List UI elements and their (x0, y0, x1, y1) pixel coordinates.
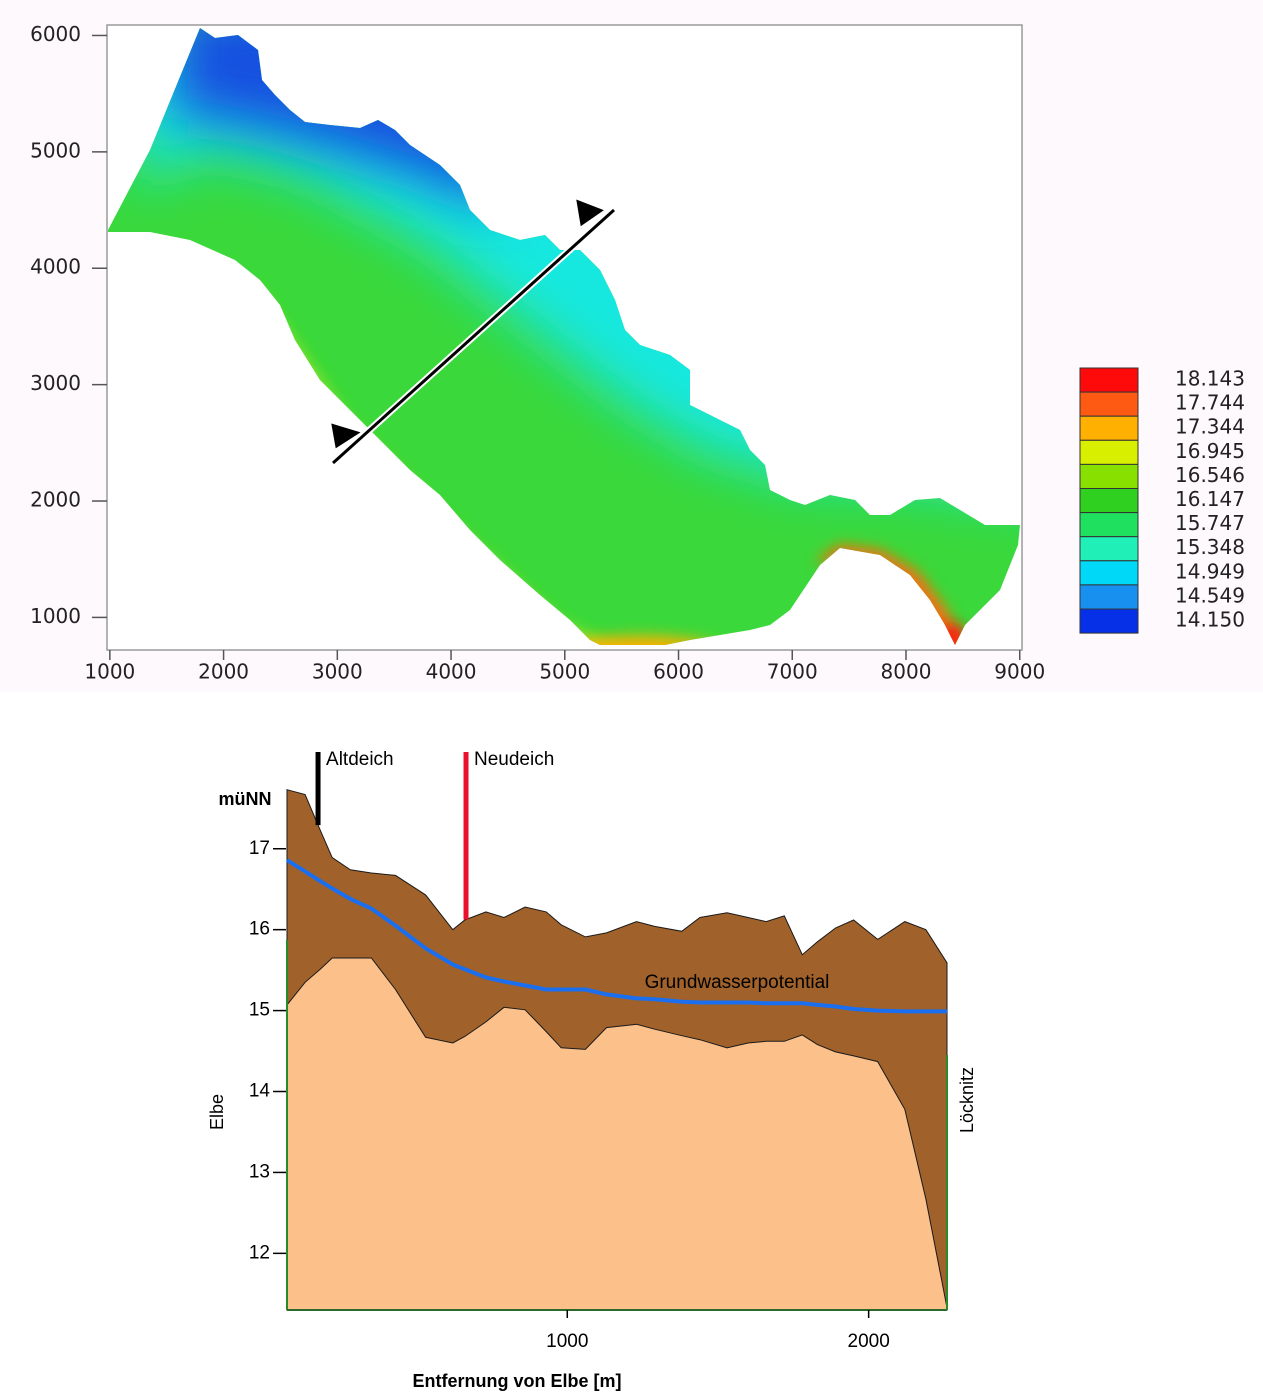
section-chart: müNN Entfernung von Elbe [m] Elbe Löckni… (207, 749, 977, 1391)
x-tick-label: 6000 (653, 660, 704, 684)
y-tick-label: 15 (249, 1000, 270, 1021)
y-tick-label: 16 (249, 919, 270, 940)
left-boundary-label: Elbe (207, 1094, 227, 1130)
x-tick-label: 7000 (767, 660, 818, 684)
section-marker (573, 196, 609, 230)
x-tick-label: 9000 (994, 660, 1045, 684)
colorbar-label: 17.744 (1175, 391, 1245, 415)
colorbar-label: 18.143 (1175, 367, 1245, 391)
colorbar-swatch (1079, 584, 1139, 610)
x-tick-label: 5000 (539, 660, 590, 684)
x-tick-label: 1000 (546, 1331, 588, 1352)
y-tick-label: 13 (249, 1161, 270, 1182)
colorbar-swatch (1079, 488, 1139, 514)
dike-label: Neudeich (474, 749, 554, 770)
line-series (285, 858, 947, 1014)
x-tick-label: 8000 (881, 660, 932, 684)
colorbar-label: 16.546 (1175, 463, 1245, 487)
y-tick-label: 17 (249, 838, 270, 859)
section-line (328, 196, 617, 466)
y-tick-label: 2000 (30, 488, 81, 512)
area-series (286, 957, 948, 1311)
y-axis-label: müNN (219, 789, 272, 809)
colorbar-swatch (1079, 415, 1139, 441)
series-label: Grundwasserpotential (645, 972, 830, 993)
colorbar-swatch (1079, 391, 1139, 417)
colorbar-label: 16.945 (1175, 439, 1245, 463)
y-tick-label: 14 (249, 1081, 271, 1102)
x-axis-label: Entfernung von Elbe [m] (413, 1371, 622, 1391)
colorbar-label: 14.150 (1175, 608, 1245, 632)
colorbar-swatch (1079, 463, 1139, 489)
dike-label: Altdeich (326, 749, 394, 770)
colorbar-label: 15.348 (1175, 535, 1245, 559)
colorbar-label: 16.147 (1175, 487, 1245, 511)
x-tick-label: 1000 (84, 660, 135, 684)
x-tick-label: 3000 (312, 660, 363, 684)
colorbar-swatch (1079, 560, 1139, 586)
section-line-core (331, 208, 616, 465)
x-tick-label: 2000 (848, 1331, 890, 1352)
colorbar-swatch (1079, 512, 1139, 538)
y-tick-label: 5000 (30, 138, 81, 162)
colorbar-swatch (1079, 608, 1139, 634)
x-tick-label: 4000 (426, 660, 477, 684)
y-tick-label: 4000 (30, 255, 81, 279)
y-tick-label: 3000 (30, 371, 81, 395)
section-marker (328, 420, 366, 452)
y-tick-label: 12 (249, 1242, 270, 1263)
right-boundary-label: Löcknitz (957, 1067, 977, 1133)
colorbar-label: 17.344 (1175, 415, 1245, 439)
y-tick-label: 6000 (30, 22, 81, 46)
colorbar-label: 14.949 (1175, 559, 1245, 583)
colorbar-swatch (1079, 536, 1139, 562)
colorbar-label: 14.549 (1175, 583, 1245, 607)
x-tick-label: 2000 (198, 660, 249, 684)
colorbar-swatch (1079, 367, 1139, 393)
y-tick-label: 1000 (30, 604, 81, 628)
colorbar-swatch (1079, 439, 1139, 465)
colorbar-label: 15.747 (1175, 511, 1245, 535)
